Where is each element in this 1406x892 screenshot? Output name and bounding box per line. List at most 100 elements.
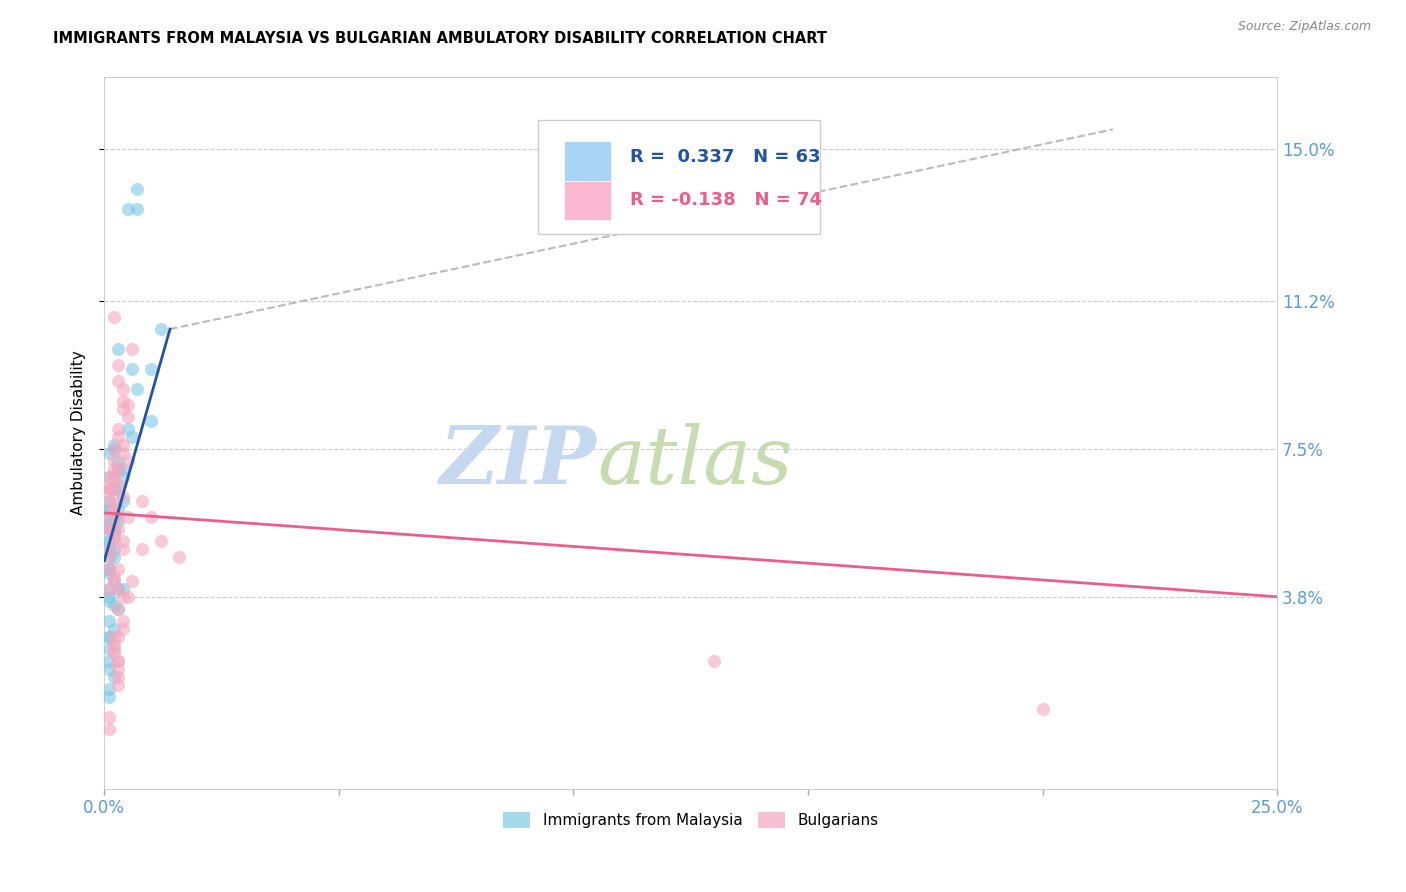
- Point: [107, 582, 129, 596]
- Point: [112, 394, 135, 409]
- Point: [112, 494, 135, 508]
- Point: [98, 549, 121, 564]
- Point: [98, 690, 121, 704]
- Text: R = -0.138   N = 74: R = -0.138 N = 74: [630, 192, 821, 210]
- Point: [103, 522, 125, 536]
- Point: [107, 601, 129, 615]
- Point: [103, 525, 125, 540]
- Point: [107, 430, 129, 444]
- Point: [1032, 701, 1054, 715]
- Point: [98, 522, 121, 536]
- Point: [103, 442, 125, 456]
- Point: [131, 541, 153, 556]
- Point: [112, 614, 135, 628]
- Point: [112, 470, 135, 484]
- Text: IMMIGRANTS FROM MALAYSIA VS BULGARIAN AMBULATORY DISABILITY CORRELATION CHART: IMMIGRANTS FROM MALAYSIA VS BULGARIAN AM…: [53, 31, 827, 46]
- Point: [107, 562, 129, 576]
- Point: [98, 482, 121, 496]
- Point: [98, 470, 121, 484]
- Point: [112, 382, 135, 396]
- Point: [103, 533, 125, 548]
- Point: [112, 541, 135, 556]
- Point: [121, 430, 143, 444]
- Point: [98, 533, 121, 548]
- Point: [112, 622, 135, 636]
- Point: [107, 601, 129, 615]
- Point: [98, 549, 121, 564]
- Point: [107, 358, 129, 372]
- Point: [98, 709, 121, 723]
- Point: [103, 462, 125, 476]
- Point: [103, 522, 125, 536]
- FancyBboxPatch shape: [564, 180, 612, 219]
- Point: [121, 574, 143, 588]
- Point: [117, 454, 139, 468]
- Point: [117, 202, 139, 217]
- Point: [103, 501, 125, 516]
- Point: [98, 522, 121, 536]
- Point: [117, 509, 139, 524]
- Point: [107, 678, 129, 692]
- Point: [141, 509, 163, 524]
- Point: [103, 630, 125, 644]
- Point: [98, 501, 121, 516]
- Point: [98, 582, 121, 596]
- Point: [112, 402, 135, 417]
- Point: [103, 641, 125, 656]
- Point: [141, 362, 163, 376]
- Point: [103, 622, 125, 636]
- Point: [103, 509, 125, 524]
- Text: R =  0.337   N = 63: R = 0.337 N = 63: [630, 148, 820, 166]
- Point: [103, 646, 125, 660]
- Point: [107, 462, 129, 476]
- Point: [103, 549, 125, 564]
- Point: [107, 454, 129, 468]
- Point: [98, 494, 121, 508]
- Point: [98, 541, 121, 556]
- Point: [98, 446, 121, 460]
- Point: [103, 442, 125, 456]
- Point: [98, 641, 121, 656]
- Point: [107, 630, 129, 644]
- Point: [107, 374, 129, 388]
- Point: [112, 490, 135, 504]
- Point: [127, 182, 149, 196]
- Point: [107, 422, 129, 436]
- Legend: Immigrants from Malaysia, Bulgarians: Immigrants from Malaysia, Bulgarians: [496, 806, 884, 834]
- Point: [103, 574, 125, 588]
- Point: [103, 470, 125, 484]
- Point: [98, 482, 121, 496]
- Point: [112, 446, 135, 460]
- Point: [98, 522, 121, 536]
- Point: [103, 541, 125, 556]
- Point: [98, 562, 121, 576]
- Point: [98, 517, 121, 532]
- Point: [107, 654, 129, 668]
- Point: [107, 514, 129, 528]
- Point: [121, 342, 143, 356]
- Point: [103, 490, 125, 504]
- Point: [703, 654, 725, 668]
- Point: [107, 342, 129, 356]
- Point: [117, 409, 139, 424]
- Point: [98, 654, 121, 668]
- Point: [98, 662, 121, 676]
- Point: [98, 494, 121, 508]
- Point: [169, 549, 191, 564]
- Point: [98, 509, 121, 524]
- Point: [107, 670, 129, 684]
- Point: [103, 509, 125, 524]
- Point: [98, 522, 121, 536]
- Point: [107, 462, 129, 476]
- Point: [127, 382, 149, 396]
- Point: [112, 582, 135, 596]
- Point: [107, 662, 129, 676]
- Point: [112, 533, 135, 548]
- Point: [103, 470, 125, 484]
- Point: [107, 509, 129, 524]
- Point: [103, 438, 125, 452]
- Point: [98, 501, 121, 516]
- Point: [103, 530, 125, 544]
- Point: [103, 598, 125, 612]
- Point: [107, 522, 129, 536]
